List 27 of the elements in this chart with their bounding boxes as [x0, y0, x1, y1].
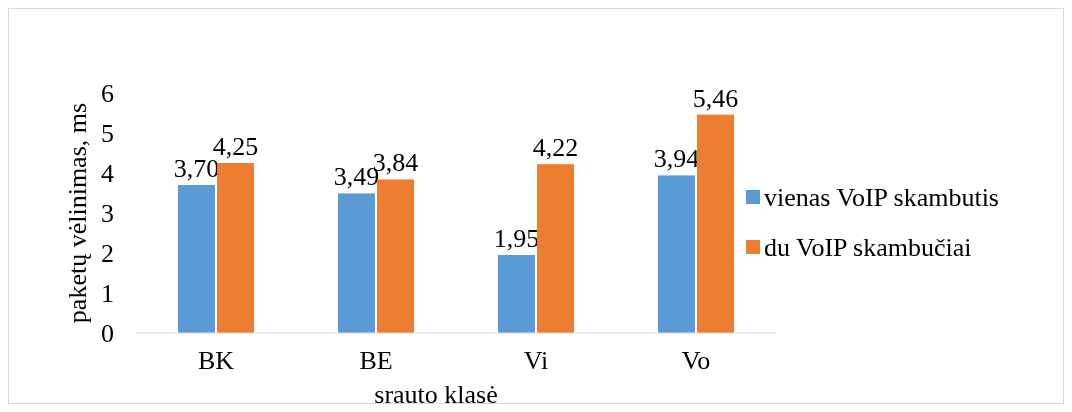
bar — [537, 164, 574, 333]
y-tick-label: 5 — [101, 119, 114, 149]
y-axis-title: paketų vėlinimas, ms — [63, 102, 92, 324]
x-tick-label: BE — [359, 346, 393, 375]
y-tick-label: 2 — [101, 239, 114, 269]
x-axis-title: srauto klasė — [374, 380, 498, 409]
legend-label: du VoIP skambučiai — [764, 233, 972, 263]
legend-label: vienas VoIP skambutis — [764, 183, 999, 213]
bar — [338, 193, 375, 333]
x-tick-label: Vi — [523, 346, 549, 375]
x-tick-label: Vo — [681, 346, 711, 375]
bar — [377, 179, 414, 333]
y-tick-label: 3 — [101, 199, 114, 229]
bar — [697, 114, 734, 333]
data-label: 5,46 — [692, 83, 739, 113]
y-tick-label: 0 — [101, 319, 114, 349]
x-tick-label: BK — [197, 346, 235, 375]
bar — [658, 175, 695, 333]
y-tick-label: 4 — [101, 159, 114, 189]
data-label: 1,95 — [493, 224, 540, 253]
bar — [498, 255, 535, 333]
bar — [217, 163, 254, 333]
y-tick-label: 6 — [101, 79, 114, 109]
data-label: 3,94 — [653, 144, 700, 174]
bar — [178, 185, 215, 333]
data-label: 4,22 — [532, 133, 579, 163]
y-tick-label: 1 — [101, 279, 114, 309]
